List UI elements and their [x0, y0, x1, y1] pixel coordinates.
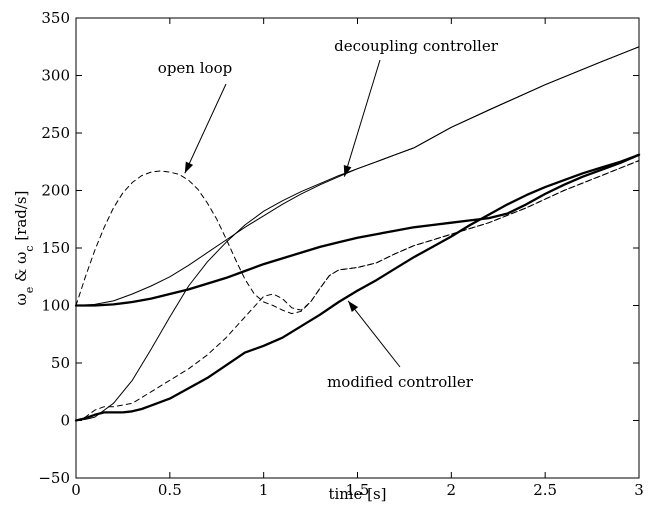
annotation-label: decoupling controller [334, 37, 499, 55]
annotation-layer: decoupling controller open loop modified c… [158, 37, 499, 391]
arrow-head [348, 300, 359, 312]
series-line-2 [75, 46, 640, 421]
y-tick-label: 250 [41, 124, 70, 142]
annotation-label: open loop [158, 59, 232, 77]
y-tick-label: −50 [38, 469, 70, 487]
y-label-omega-c: & ω [12, 252, 30, 287]
x-tick-label: 0 [71, 481, 81, 499]
annotation-arrow [343, 59, 381, 177]
x-tick-label: 2 [447, 481, 457, 499]
x-tick-label: 3 [634, 481, 644, 499]
y-label-omega-e: ω [12, 293, 30, 305]
series-line-4 [74, 153, 641, 422]
annotation-label: modified controller [327, 373, 474, 391]
y-tick-label: 0 [60, 412, 70, 430]
x-tick-label: 2.5 [533, 481, 557, 499]
x-axis-label: time [s] [328, 485, 386, 503]
y-tick-label: 50 [51, 354, 70, 372]
series-layer [74, 46, 641, 422]
annotation-arrow [184, 83, 227, 174]
arrow-head [343, 165, 352, 177]
y-tick-label: 200 [41, 182, 70, 200]
x-tick-label: 1 [259, 481, 269, 499]
y-label-unit: [rad/s] [12, 191, 30, 246]
y-tick-label: 350 [41, 9, 70, 27]
y-label-sub-e: e [23, 287, 36, 294]
arrow-head [184, 161, 194, 174]
y-tick-label: 150 [41, 239, 70, 257]
y-tick-label: 300 [41, 67, 70, 85]
annotation-arrow [347, 300, 401, 368]
series-line-5 [75, 160, 640, 315]
x-tick-label: 0.5 [158, 481, 182, 499]
series-line-6 [75, 160, 640, 421]
y-tick-label: 100 [41, 297, 70, 315]
x-tick-label: 1.5 [346, 481, 370, 499]
series-line-3 [74, 153, 641, 307]
y-label-sub-c: c [23, 245, 36, 251]
y-axis-label: ωe & ωc [rad/s] [12, 191, 36, 306]
